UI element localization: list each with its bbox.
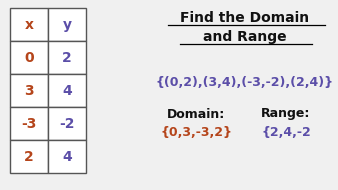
Bar bbox=[48, 107, 86, 140]
Text: and Range: and Range bbox=[203, 30, 287, 44]
Text: -2: -2 bbox=[59, 117, 75, 131]
Bar bbox=[48, 41, 86, 74]
Bar bbox=[10, 107, 48, 140]
Text: 3: 3 bbox=[24, 84, 34, 98]
Bar bbox=[10, 140, 48, 173]
Text: 4: 4 bbox=[62, 84, 72, 98]
Text: y: y bbox=[63, 18, 72, 32]
Text: Domain:: Domain: bbox=[167, 108, 225, 120]
Bar bbox=[48, 140, 86, 173]
Text: 4: 4 bbox=[62, 150, 72, 164]
Text: 2: 2 bbox=[62, 51, 72, 65]
Text: Find the Domain: Find the Domain bbox=[180, 11, 310, 25]
Bar bbox=[48, 74, 86, 107]
Bar bbox=[10, 41, 48, 74]
Bar bbox=[10, 8, 48, 41]
Text: 0: 0 bbox=[24, 51, 34, 65]
Text: 2: 2 bbox=[24, 150, 34, 164]
Text: Range:: Range: bbox=[261, 108, 311, 120]
Text: -3: -3 bbox=[21, 117, 37, 131]
Text: x: x bbox=[24, 18, 33, 32]
Text: {0,3,-3,2}: {0,3,-3,2} bbox=[160, 127, 232, 139]
Bar bbox=[10, 74, 48, 107]
Text: {2,4,-2: {2,4,-2 bbox=[261, 127, 311, 139]
Text: {(0,2),(3,4),(-3,-2),(2,4)}: {(0,2),(3,4),(-3,-2),(2,4)} bbox=[156, 75, 334, 89]
Bar bbox=[48, 8, 86, 41]
